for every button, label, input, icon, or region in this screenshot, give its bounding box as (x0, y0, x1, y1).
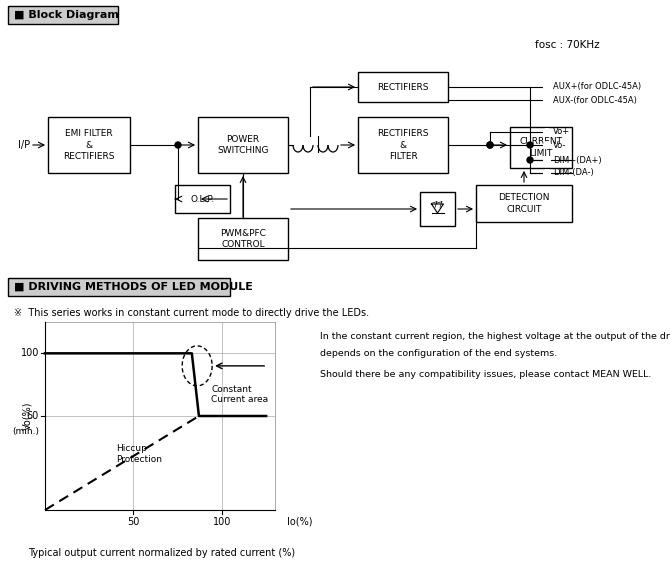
Circle shape (487, 142, 493, 148)
Circle shape (543, 84, 551, 90)
Text: 100: 100 (213, 517, 231, 527)
Text: POWER
SWITCHING: POWER SWITCHING (217, 135, 269, 156)
Bar (198, 117, 288, 173)
Text: 50: 50 (127, 517, 139, 527)
Text: PWM&PFC
CONTROL: PWM&PFC CONTROL (220, 229, 266, 250)
Bar (358, 72, 448, 102)
Text: Vo(%): Vo(%) (22, 402, 32, 430)
Bar (175, 185, 230, 213)
Text: AUX-(for ODLC-45A): AUX-(for ODLC-45A) (553, 96, 637, 105)
Bar (420, 192, 455, 226)
Text: ■ Block Diagram: ■ Block Diagram (14, 10, 119, 20)
Circle shape (527, 157, 533, 163)
Bar (510, 127, 572, 168)
Circle shape (175, 142, 181, 148)
Text: 60: 60 (27, 411, 39, 421)
Text: O.L.P.: O.L.P. (190, 194, 214, 203)
Circle shape (543, 170, 551, 176)
Text: RECTIFIERS: RECTIFIERS (377, 83, 429, 92)
Text: Constant
Current area: Constant Current area (211, 384, 269, 404)
Text: fosc : 70KHz: fosc : 70KHz (535, 40, 600, 50)
Circle shape (543, 142, 551, 148)
Bar (8, 6, 118, 24)
Text: depends on the configuration of the end systems.: depends on the configuration of the end … (320, 349, 557, 358)
Bar (476, 185, 572, 222)
Text: DIM+(DA+): DIM+(DA+) (553, 156, 602, 165)
Bar (198, 218, 288, 260)
Circle shape (487, 142, 493, 148)
Text: DETECTION
CIRCUIT: DETECTION CIRCUIT (498, 193, 550, 214)
Circle shape (543, 97, 551, 103)
Text: In the constant current region, the highest voltage at the output of the driver: In the constant current region, the high… (320, 332, 670, 341)
Text: DIM-(DA-): DIM-(DA-) (553, 169, 594, 178)
Text: Hiccup
Protection: Hiccup Protection (116, 444, 161, 464)
Text: Vo+: Vo+ (553, 128, 570, 137)
Circle shape (543, 156, 551, 164)
Text: CURRENT
LIMIT: CURRENT LIMIT (519, 137, 563, 158)
Text: ※  This series works in constant current mode to directly drive the LEDs.: ※ This series works in constant current … (14, 308, 369, 318)
Text: RECTIFIERS
&
FILTER: RECTIFIERS & FILTER (377, 129, 429, 161)
Text: Vo-: Vo- (553, 140, 566, 149)
Circle shape (527, 142, 533, 148)
Text: Should there be any compatibility issues, please contact MEAN WELL.: Should there be any compatibility issues… (320, 370, 651, 379)
Text: EMI FILTER
&
RECTIFIERS: EMI FILTER & RECTIFIERS (63, 129, 115, 161)
Text: 100: 100 (21, 348, 39, 359)
Text: AUX+(for ODLC-45A): AUX+(for ODLC-45A) (553, 83, 641, 92)
Bar (8, 278, 230, 296)
Bar (358, 117, 448, 173)
Text: ■ DRIVING METHODS OF LED MODULE: ■ DRIVING METHODS OF LED MODULE (14, 282, 253, 292)
Text: Io(%): Io(%) (287, 517, 312, 527)
Text: Typical output current normalized by rated current (%): Typical output current normalized by rat… (28, 548, 295, 558)
Text: I/P: I/P (18, 140, 30, 150)
Bar (48, 117, 130, 173)
Text: (min.): (min.) (12, 427, 39, 436)
Circle shape (543, 129, 551, 135)
